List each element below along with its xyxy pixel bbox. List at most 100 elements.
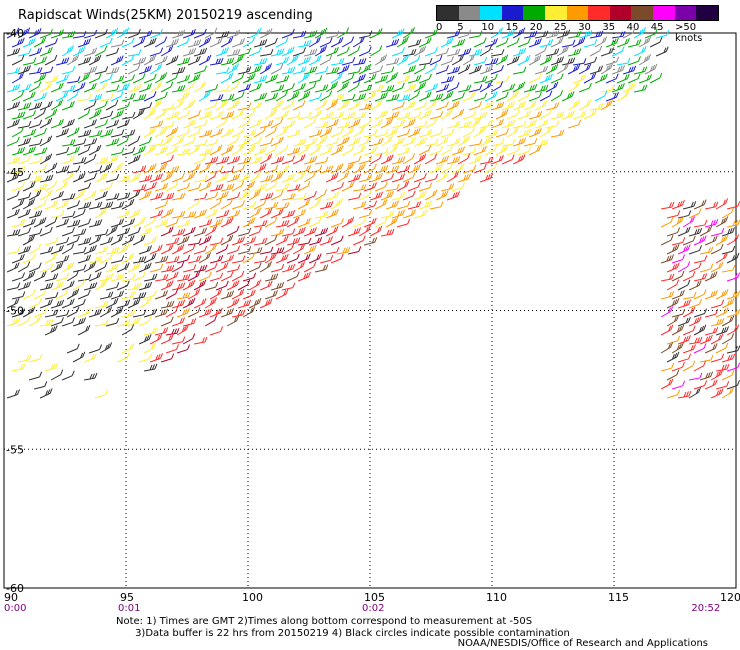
wind-barb-flag [495,57,499,64]
wind-barb-shaft [336,86,347,93]
wind-barb-shaft [22,258,34,264]
wind-barb-flag [390,74,394,81]
wind-barb-flag [162,163,166,170]
wind-barb-flag [300,172,304,179]
wind-barb-flag [47,282,51,289]
wind-barb [440,183,455,192]
wind-barb-shaft [264,239,276,246]
wind-barb [204,171,218,183]
wind-barb-flag [523,137,527,143]
wind-barb-flag [715,201,719,207]
wind-barb [699,263,714,273]
wind-barb-flag [61,29,64,35]
wind-barb [133,184,147,192]
wind-barb-flag [151,164,155,170]
wind-barb [727,219,740,228]
wind-barb-flag [55,291,59,298]
wind-barb-flag [16,136,20,143]
wind-barb-flag [325,202,329,208]
wind-barb-shaft [231,275,243,282]
wind-barb-flag [168,172,172,179]
wind-barb-flag [426,38,430,44]
wind-barb-flag [116,119,120,125]
wind-barb-flag [289,210,293,216]
wind-barb-flag [187,219,191,225]
wind-barb [187,182,202,192]
wind-barb [242,108,256,120]
wind-barb-shaft [50,104,61,111]
wind-barb [341,162,355,174]
wind-barb [67,76,81,84]
wind-barb-shaft [237,71,249,75]
wind-barb-flag [556,112,560,118]
wind-barb-shaft [314,49,325,57]
wind-barb [248,136,262,147]
wind-barb-flag [340,127,344,133]
wind-barb-flag [121,147,125,153]
wind-barb-flag [640,28,644,34]
wind-barb-shaft [374,169,386,174]
wind-barb [172,210,186,219]
wind-barb-flag [305,272,309,279]
wind-barb-shaft [28,52,40,57]
wind-barb-shaft [671,204,683,210]
wind-barb-shaft [110,60,122,66]
wind-barb-shaft [666,214,678,219]
wind-barb-flag [545,65,549,72]
wind-barb-flag [507,102,511,109]
wind-barb-flag [175,217,179,224]
wind-barb-flag [39,228,43,234]
wind-barb [110,218,125,228]
wind-barb-flag [153,54,157,60]
wind-barb-shaft [67,224,78,228]
wind-barb-flag [476,155,480,162]
wind-barb-flag [116,138,120,144]
wind-barb [347,118,361,129]
wind-barb [204,27,218,39]
wind-barb-flag [102,208,105,214]
wind-barb [330,163,344,174]
wind-barb-flag [151,38,155,44]
wind-barb-flag [303,192,307,199]
wind-barb-flag [736,252,740,259]
wind-barb [237,117,251,129]
wind-barb-flag [671,291,675,297]
wind-barb-flag [257,247,260,253]
wind-barb-shaft [589,50,600,57]
wind-barb-flag [410,84,414,90]
wind-barb-flag [415,128,419,135]
wind-barb-shaft [215,177,227,183]
wind-barb-flag [361,184,364,190]
wind-barb-flag [177,229,181,235]
wind-barb-flag [225,172,229,179]
wind-barb-flag [396,93,400,100]
wind-barb-flag [21,54,25,61]
wind-barb-flag [23,66,27,73]
wind-barb-shaft [11,76,22,84]
wind-barb [693,199,707,210]
wind-barb-flag [43,288,47,295]
wind-barb [193,245,208,255]
wind-barb-flag [173,238,177,244]
wind-barb-flag [93,244,97,251]
wind-barb [688,245,702,255]
wind-barb [6,190,20,201]
wind-barb-flag [25,282,29,288]
wind-barb-flag [110,182,113,188]
wind-barb [154,162,168,174]
wind-barb-flag [137,154,141,160]
wind-barb-flag [418,47,422,54]
wind-barb-shaft [165,59,177,66]
wind-barb-shaft [231,77,243,84]
wind-barb-flag [215,83,219,90]
wind-barb-flag [413,48,417,55]
wind-barb [330,198,344,210]
wind-barb-shaft [380,122,392,129]
wind-barb-shaft [199,134,210,138]
wind-barb [28,101,43,111]
wind-barb-shaft [253,97,265,102]
wind-barb-shaft [61,49,72,57]
wind-barb-flag [332,82,336,88]
wind-barb-shaft [627,60,639,66]
wind-barb-shaft [513,71,524,75]
